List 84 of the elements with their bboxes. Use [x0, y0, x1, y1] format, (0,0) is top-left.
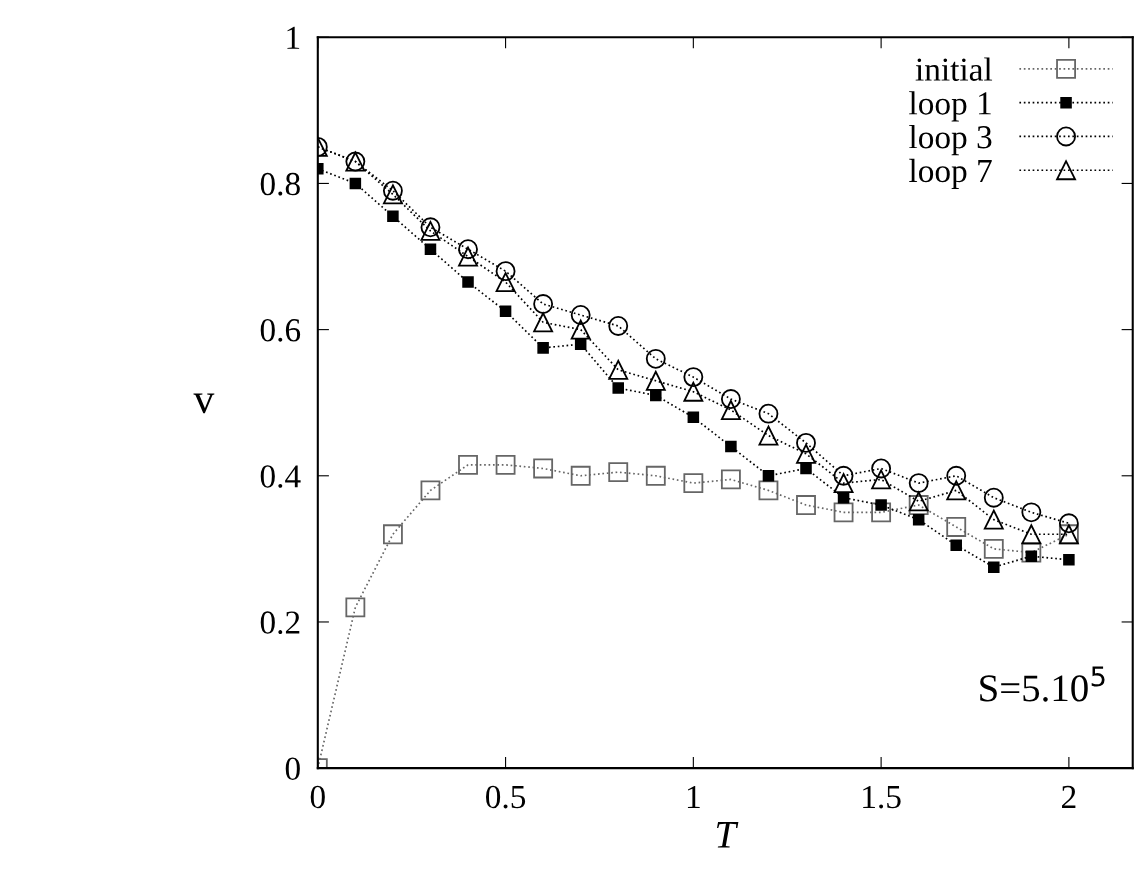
point: [908, 473, 929, 494]
point: [983, 538, 1004, 559]
point: [387, 210, 399, 223]
point: [833, 502, 854, 523]
point: [650, 389, 662, 402]
point: [533, 294, 554, 314]
x-tick-label: 0: [310, 785, 325, 809]
point: [424, 243, 437, 255]
y-tick-label: 0: [285, 757, 300, 781]
y-axis-title: v: [193, 393, 215, 414]
point: [499, 305, 512, 318]
point: [645, 348, 666, 369]
point: [683, 473, 704, 494]
point: [458, 239, 478, 260]
point: [683, 367, 704, 388]
point: [725, 440, 737, 453]
annotation: S=5.10$^{5}$: [980, 666, 1105, 702]
point: [983, 487, 1004, 508]
point: [912, 513, 925, 526]
point: [833, 473, 854, 494]
point: [420, 480, 441, 501]
point: [796, 432, 816, 453]
point: [495, 454, 516, 475]
point: [608, 462, 629, 483]
point: [1058, 513, 1079, 534]
point: [946, 517, 967, 537]
legend-label: loop 3: [909, 124, 992, 156]
x-tick-label: 0.5: [486, 785, 526, 809]
y-tick-label: 0.8: [260, 172, 300, 196]
y-tick-label: 0.6: [260, 319, 301, 342]
point: [495, 272, 516, 293]
point: [533, 458, 554, 479]
x-axis-title: T: [717, 822, 739, 848]
point: [833, 465, 854, 486]
point: [758, 480, 779, 501]
y-tick-label: 0.4: [260, 465, 301, 488]
point: [458, 454, 478, 475]
point: [645, 370, 666, 391]
point: [796, 495, 816, 515]
point: [382, 524, 403, 545]
point: [458, 246, 478, 267]
point: [570, 319, 591, 340]
point: [1021, 502, 1042, 523]
point: [537, 342, 549, 354]
point: [871, 502, 892, 523]
point: [1063, 554, 1075, 566]
point: [796, 443, 816, 464]
point: [946, 480, 967, 501]
point: [800, 462, 812, 475]
point: [720, 469, 741, 490]
point: [683, 381, 704, 402]
point: [871, 458, 892, 479]
point: [349, 177, 362, 190]
point: [720, 400, 741, 420]
point: [570, 465, 591, 486]
point: [462, 276, 474, 288]
point: [946, 465, 967, 486]
point: [758, 425, 779, 446]
x-tick-label: 1: [687, 785, 700, 808]
point: [570, 305, 591, 325]
point: [950, 539, 962, 551]
point: [988, 561, 1000, 573]
point: [762, 470, 775, 482]
point: [608, 316, 629, 336]
point: [687, 411, 700, 424]
y-tick-label: 1: [287, 26, 300, 49]
x-tick-label: 1.5: [863, 785, 901, 809]
point: [1021, 524, 1042, 545]
legend-label: loop 1: [909, 91, 991, 122]
point: [983, 509, 1004, 530]
legend-label: initial: [915, 57, 993, 81]
x-tick-label: 2: [1062, 785, 1076, 808]
point: [612, 382, 625, 394]
point: [608, 359, 629, 380]
point: [345, 597, 366, 618]
point: [871, 469, 892, 490]
point: [645, 465, 666, 486]
point: [495, 261, 516, 282]
point: [720, 389, 741, 409]
y-tick-label: 0.2: [260, 611, 300, 634]
legend-label: loop 7: [909, 158, 992, 189]
point: [875, 499, 887, 511]
point: [533, 312, 554, 333]
point: [758, 403, 779, 424]
